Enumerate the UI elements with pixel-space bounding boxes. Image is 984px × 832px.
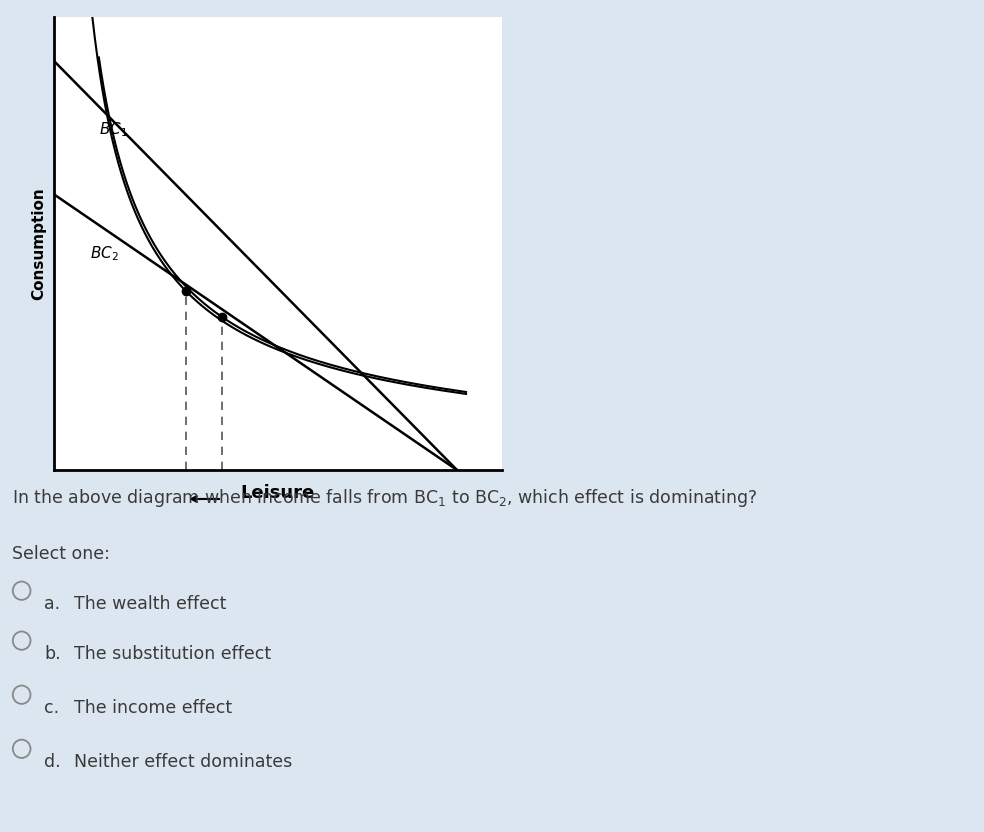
Text: The wealth effect: The wealth effect (74, 595, 226, 613)
Text: The income effect: The income effect (74, 699, 232, 717)
Text: $BC_2$: $BC_2$ (90, 244, 119, 263)
Text: a.: a. (44, 595, 60, 613)
Text: Neither effect dominates: Neither effect dominates (74, 753, 292, 771)
X-axis label: Leisure: Leisure (241, 484, 315, 502)
Text: c.: c. (44, 699, 59, 717)
Text: b.: b. (44, 645, 61, 663)
Text: $BC_1$: $BC_1$ (98, 121, 128, 140)
Text: In the above diagram when income falls from BC$_1$ to BC$_2$, which effect is do: In the above diagram when income falls f… (12, 487, 757, 508)
Y-axis label: Consumption: Consumption (31, 187, 46, 300)
Text: d.: d. (44, 753, 61, 771)
Text: Select one:: Select one: (12, 545, 109, 563)
Text: The substitution effect: The substitution effect (74, 645, 271, 663)
